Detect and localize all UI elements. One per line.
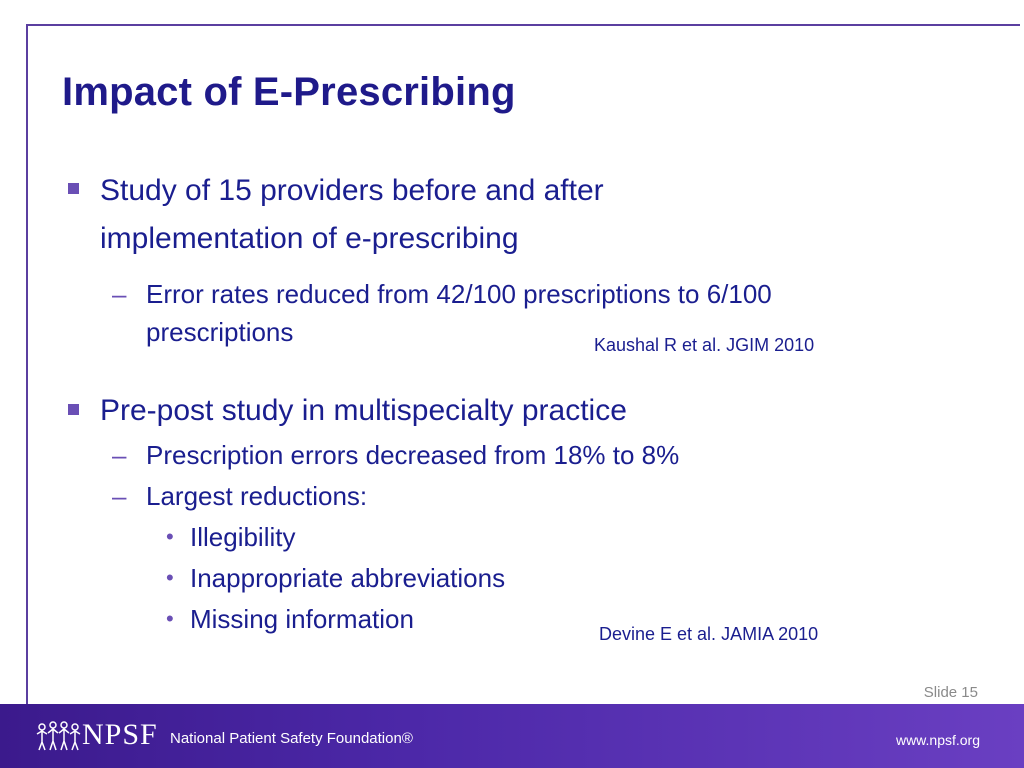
dash-bullet-icon: – xyxy=(112,279,127,309)
website-url: www.npsf.org xyxy=(895,732,980,748)
subsub-bullet-illegibility: Illegibility xyxy=(190,522,296,552)
bullet-1-line-1: Study of 15 providers before and after xyxy=(100,174,604,207)
subsub-bullet-abbreviations: Inappropriate abbreviations xyxy=(190,563,506,593)
sub-bullet-2-line-2: Largest reductions: xyxy=(146,481,368,511)
footer-bar: NPSF National Patient Safety Foundation®… xyxy=(0,704,1024,768)
dash-bullet-icon: – xyxy=(112,440,127,470)
npsf-figures-logo-icon xyxy=(36,721,81,751)
subsub-bullet-missing-info: Missing information xyxy=(190,604,414,634)
sub-bullet-2-line-1: Prescription errors decreased from 18% t… xyxy=(146,440,680,470)
reference-kaushal: Kaushal R et al. JGIM 2010 xyxy=(594,335,815,355)
npsf-logo-text: NPSF xyxy=(82,718,158,751)
organization-name: National Patient Safety Foundation® xyxy=(170,730,413,747)
sub-bullet-1-line-1: Error rates reduced from 42/100 prescrip… xyxy=(146,279,772,309)
dot-bullet-icon: • xyxy=(166,565,174,590)
reference-devine: Devine E et al. JAMIA 2010 xyxy=(599,624,819,644)
slide-frame xyxy=(26,24,1020,704)
dot-bullet-icon: • xyxy=(166,524,174,549)
bullet-2-line-1: Pre-post study in multispecialty practic… xyxy=(100,394,627,427)
slide-number: Slide 15 xyxy=(923,684,978,701)
bullet-1-line-2: implementation of e-prescribing xyxy=(100,222,519,255)
square-bullet-icon xyxy=(68,183,79,194)
slide-content: Study of 15 providers before and after i… xyxy=(62,0,962,700)
square-bullet-icon xyxy=(68,404,79,415)
dash-bullet-icon: – xyxy=(112,481,127,511)
slide-title: Impact of E-Prescribing xyxy=(62,70,516,114)
sub-bullet-1-line-2: prescriptions xyxy=(146,317,294,347)
dot-bullet-icon: • xyxy=(166,606,174,631)
